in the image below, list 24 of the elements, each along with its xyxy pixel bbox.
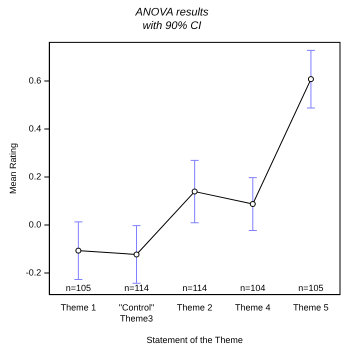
x-tick-label: Theme 1 xyxy=(60,302,96,312)
y-tick-label: 0.2 xyxy=(28,171,42,182)
annotation: n=114 xyxy=(124,283,149,294)
x-tick-label: Theme 5 xyxy=(293,302,329,312)
chart-subtitle: with 90% CI xyxy=(142,20,202,32)
x-tick-label: Theme 2 xyxy=(176,302,212,312)
point xyxy=(250,201,256,208)
y-tick-label: 0.6 xyxy=(28,75,42,86)
x-tick-label: "Control" Theme3 xyxy=(118,302,154,324)
annotation: n=114 xyxy=(182,283,207,294)
y-tick-label: 0.0 xyxy=(28,219,42,230)
point xyxy=(192,188,198,195)
y-axis-title: Mean Rating xyxy=(8,142,18,194)
point xyxy=(75,248,82,254)
annotation: n=105 xyxy=(66,283,92,294)
point xyxy=(134,251,140,258)
x-axis-title: Statement of the Theme xyxy=(146,335,243,346)
y-tick-label: -0.2 xyxy=(26,267,42,278)
annotation: n=104 xyxy=(240,283,266,294)
x-tick-label: Theme 4 xyxy=(235,302,271,312)
y-tick-label: 0.4 xyxy=(28,123,42,134)
annotation: n=105 xyxy=(298,283,324,294)
point xyxy=(308,76,314,82)
chart-title: ANOVA results xyxy=(134,6,209,19)
